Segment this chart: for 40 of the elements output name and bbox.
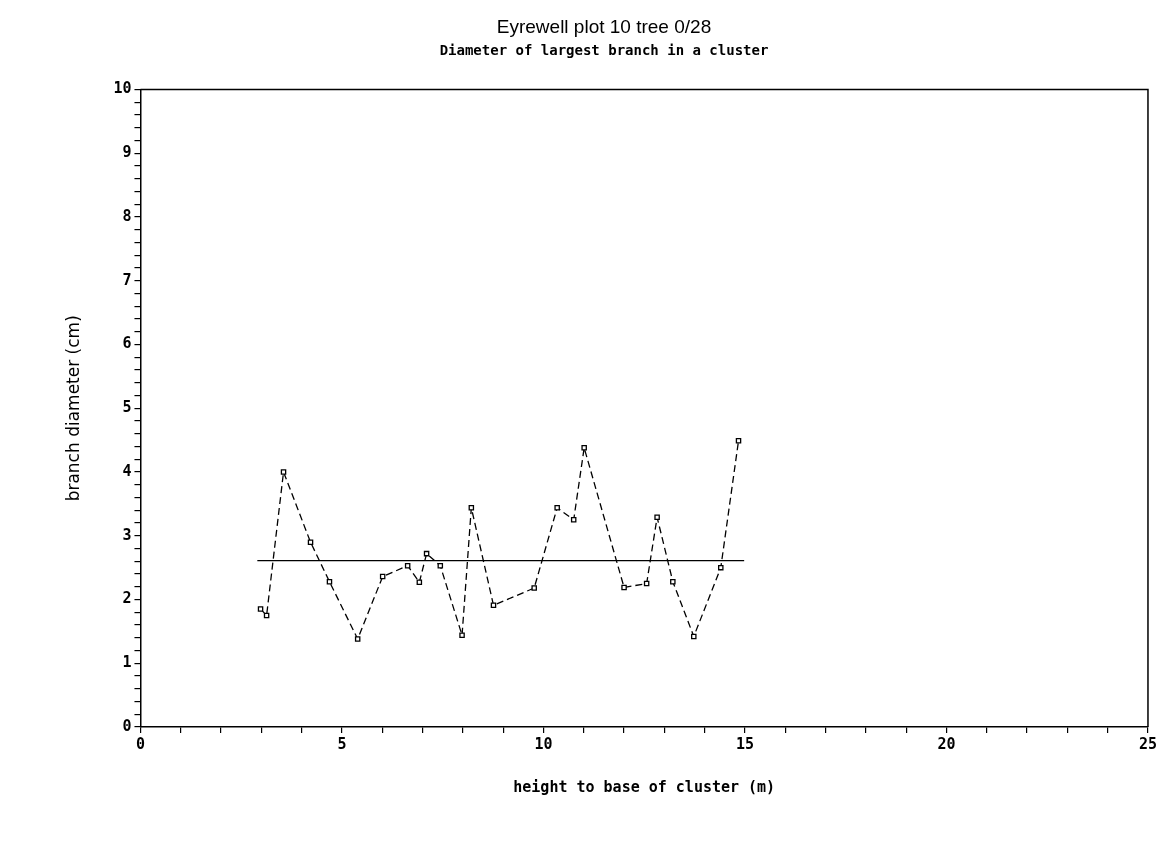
point	[280, 469, 287, 475]
point	[459, 632, 465, 638]
x-tick-label: 20	[937, 734, 956, 753]
point	[257, 606, 264, 612]
x-axis-title: height to base of cluster (m)	[513, 777, 776, 796]
y-tick-label: 5	[122, 398, 132, 417]
point	[307, 539, 314, 545]
point	[718, 564, 724, 571]
chart-subtitle: Diameter of largest branch in a cluster	[439, 41, 769, 58]
point	[670, 578, 676, 585]
point	[570, 517, 577, 523]
y-tick-label: 8	[122, 206, 132, 225]
y-tick-label: 2	[122, 589, 132, 608]
point	[581, 445, 587, 451]
point	[735, 438, 742, 444]
point	[621, 584, 627, 591]
x-tick-label: 0	[135, 734, 145, 753]
x-tick-label: 5	[337, 734, 347, 753]
y-tick-label: 6	[122, 334, 132, 353]
point	[490, 602, 497, 609]
y-tick-label: 1	[122, 653, 132, 672]
point	[554, 504, 560, 511]
point	[404, 562, 411, 569]
y-tick-label: 7	[122, 270, 132, 289]
y-tick-label: 3	[122, 525, 132, 544]
point	[468, 504, 475, 511]
point	[691, 633, 697, 640]
y-tick-label: 0	[122, 716, 132, 735]
point	[654, 514, 660, 521]
y-tick-label: 4	[122, 461, 132, 480]
y-tick-label: 9	[122, 143, 132, 162]
x-tick-label: 25	[1138, 734, 1157, 753]
chart-title: Eyrewell plot 10 tree 0/28	[496, 15, 712, 37]
y-axis-title: branch diameter (cm)	[62, 315, 83, 502]
point	[437, 562, 444, 569]
y-tick-label: 10	[113, 79, 132, 98]
point	[531, 585, 537, 591]
x-tick-label: 15	[735, 734, 754, 753]
point	[354, 636, 361, 642]
x-tick-label: 10	[534, 734, 553, 753]
